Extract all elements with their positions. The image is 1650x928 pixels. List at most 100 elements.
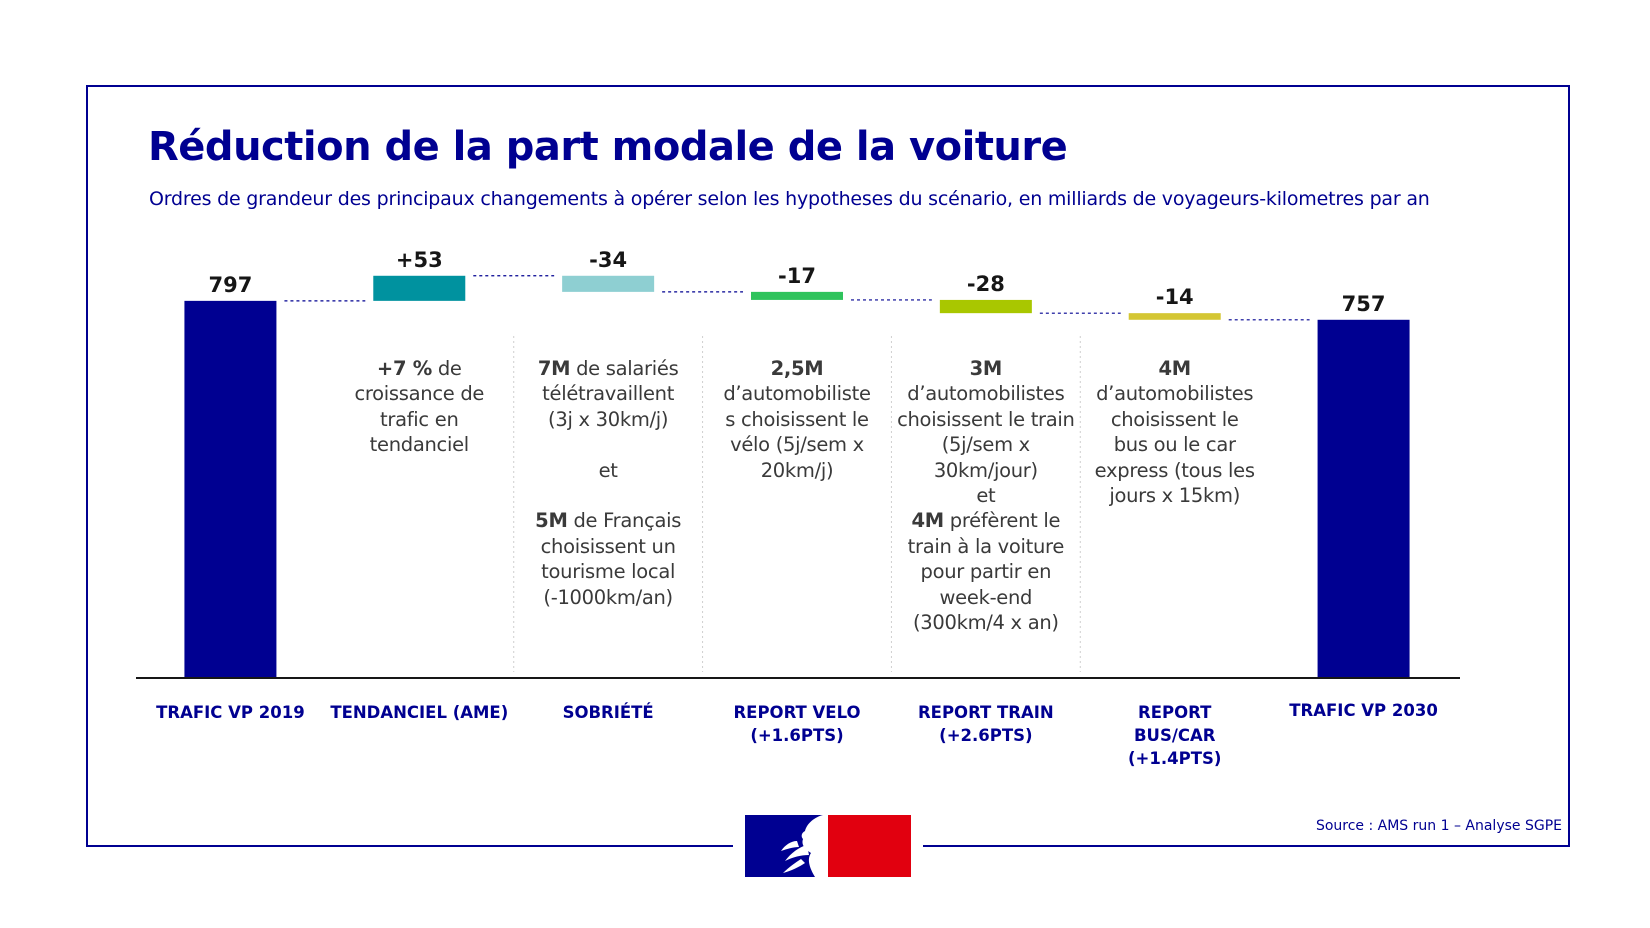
bar-4 [751,291,843,300]
description-text: tourisme local [541,560,676,584]
description-text: trafic en [380,407,459,431]
category-label-5: (+2.6PTS) [939,726,1032,745]
description-line: jours x 15km) [1081,483,1269,508]
description-text: et [976,484,996,508]
category-label-4: REPORT VELO [733,703,860,722]
description-line: 7M de salariés [514,356,702,381]
description-line: et [892,483,1080,508]
description-text: bus ou le car [1113,433,1236,457]
description-line: 3M [892,356,1080,381]
description-text: vélo (5j/sem x [730,433,864,457]
bar-7 [1317,319,1410,678]
description-line: (3j x 30km/j) [514,407,702,432]
description-highlight: 3M [969,357,1003,380]
description-line: choisissent le [1081,407,1269,432]
description-line: (5j/sem x [892,432,1080,457]
category-label-6: BUS/CAR [1134,726,1216,745]
source-note: Source : AMS run 1 – Analyse SGPE [1315,818,1562,834]
description-text: choisissent le [1110,407,1239,431]
description-text: s choisissent le [725,407,869,431]
description-line: 20km/j) [703,458,891,483]
category-label-6: REPORT [1138,703,1212,722]
category-label-3: SOBRIÉTÉ [563,703,654,722]
description-line: 5M de Français [514,508,702,533]
category-label-1: TRAFIC VP 2019 [156,703,305,722]
description-text: jours x 15km) [1109,484,1241,508]
description-text: d’automobilistes [1096,382,1254,406]
description-text: (3j x 30km/j) [548,407,669,431]
data-label-6: -14 [1156,285,1194,309]
description-line: croissance de [325,381,513,406]
republique-francaise-marianne-icon [745,815,911,877]
description-line: s choisissent le [703,407,891,432]
data-label-3: -34 [589,248,627,272]
chart-subtitle: Ordres de grandeur des principaux change… [149,188,1430,210]
description-3: 7M de salariés télétravaillent (3j x 30km/… [514,356,702,610]
description-text: tendanciel [369,433,470,457]
description-line: tourisme local [514,559,702,584]
description-text: et [598,458,618,482]
category-label-2: TENDANCIEL (AME) [330,703,508,722]
bar-2 [373,275,466,301]
bar-1 [184,300,277,678]
description-text: de salariés [570,357,679,380]
description-line: vélo (5j/sem x [703,432,891,457]
description-line: d’automobilistes [1081,381,1269,406]
description-line: télétravaillent [514,381,702,406]
description-line: 2,5M [703,356,891,381]
description-highlight: 4M [911,509,944,533]
description-text: week-end [939,585,1033,609]
description-text: télétravaillent [542,382,675,406]
description-line: trafic en [325,407,513,432]
bar-5 [939,299,1032,314]
description-line: (-1000km/an) [514,585,702,610]
description-line: +7 % de [325,356,513,381]
description-line: d’automobiliste [703,381,891,406]
description-text: croissance de [354,382,485,406]
description-text: préfèrent le [943,509,1061,533]
description-line: express (tous les [1081,458,1269,483]
description-text: de Français [567,509,682,533]
description-line: et [514,458,702,483]
description-line: tendanciel [325,432,513,457]
description-line [514,483,702,508]
category-label-5: REPORT TRAIN [918,703,1054,722]
description-text: choisissent le train [897,407,1075,431]
description-line: week-end [892,585,1080,610]
description-line: 4M [1081,356,1269,381]
description-line: d’automobilistes [892,381,1080,406]
description-line: train à la voiture [892,534,1080,559]
category-label-7: TRAFIC VP 2030 [1289,701,1438,720]
data-label-7: 757 [1342,292,1386,316]
description-line: 30km/jour) [892,458,1080,483]
description-text: 30km/jour) [933,458,1038,482]
description-line: pour partir en [892,559,1080,584]
description-4: 2,5M d’automobiliste s choisissent le vélo … [703,356,891,483]
data-label-1: 797 [209,273,253,297]
description-line: (300km/4 x an) [892,610,1080,635]
category-label-6: (+1.4PTS) [1128,749,1221,768]
description-text: choisissent un [540,534,676,558]
category-label-4: (+1.6PTS) [750,726,843,745]
description-line: 4M préfèrent le [892,508,1080,533]
chart-title: Réduction de la part modale de la voitur… [148,124,1068,170]
description-text: d’automobiliste [723,382,871,406]
description-text: (5j/sem x [941,433,1031,457]
data-label-4: -17 [778,264,816,288]
description-highlight: 5M [535,509,568,533]
description-text: express (tous les [1094,458,1255,482]
data-label-2: +53 [396,248,443,272]
description-5: 3M d’automobilistes choisissent le train (5… [892,356,1080,635]
description-line: choisissent un [514,534,702,559]
description-line: choisissent le train [892,407,1080,432]
description-text: train à la voiture [907,534,1065,558]
description-highlight: +7 % [376,357,432,380]
description-text: de [431,357,462,380]
description-2: +7 % de croissance de trafic en tendanciel [325,356,513,458]
description-text: (300km/4 x an) [912,611,1059,635]
description-line [514,432,702,457]
description-text: (-1000km/an) [543,585,673,609]
description-line: bus ou le car [1081,432,1269,457]
data-label-5: -28 [967,272,1005,296]
description-highlight: 2,5M [770,357,824,380]
